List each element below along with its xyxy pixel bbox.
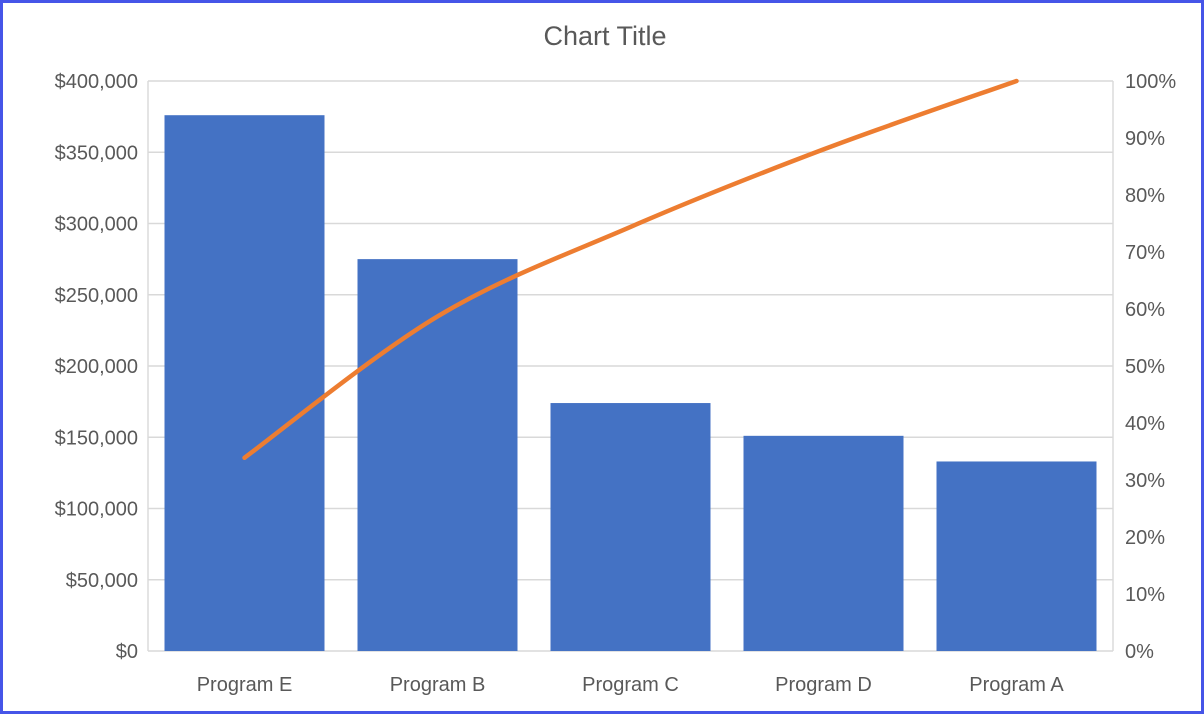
left-axis-tick-label: $250,000	[55, 285, 138, 307]
bar-program-d[interactable]	[743, 435, 904, 651]
category-label-program-c: Program C	[582, 674, 679, 696]
right-axis-labels: 0% 10% 20% 30% 40% 50% 60% 70% 80% 90% 100%	[1125, 71, 1176, 663]
category-label-program-b: Program B	[390, 674, 486, 696]
left-axis-tick-label: $150,000	[55, 427, 138, 449]
pareto-chart: $0 $50,000 $100,000 $150,000 $200,000 $250,00…	[55, 21, 1177, 696]
right-axis-tick-label: 60%	[1125, 299, 1165, 321]
right-axis-tick-label: 0%	[1125, 641, 1154, 663]
left-axis-tick-label: $300,000	[55, 214, 138, 236]
right-axis-tick-label: 10%	[1125, 584, 1165, 606]
category-label-program-d: Program D	[775, 674, 872, 696]
bar-program-e[interactable]	[164, 115, 325, 651]
left-axis-tick-label: $200,000	[55, 356, 138, 378]
left-axis-tick-label: $100,000	[55, 499, 138, 521]
chart-title[interactable]: Chart Title	[543, 21, 666, 51]
x-axis-labels: Program E Program B Program C Program D Prog…	[197, 674, 1065, 696]
cumulative-line-series	[242, 78, 1019, 461]
right-axis-tick-label: 50%	[1125, 356, 1165, 378]
left-axis-tick-label: $400,000	[55, 71, 138, 93]
bar-series	[164, 115, 1097, 651]
right-axis-tick-label: 80%	[1125, 185, 1165, 207]
right-axis-tick-label: 20%	[1125, 527, 1165, 549]
left-axis-tick-label: $350,000	[55, 142, 138, 164]
bar-program-b[interactable]	[357, 259, 518, 651]
right-axis-tick-label: 30%	[1125, 470, 1165, 492]
cumulative-line[interactable]	[242, 78, 1019, 461]
right-axis-tick-label: 100%	[1125, 71, 1176, 93]
right-axis-tick-label: 90%	[1125, 128, 1165, 150]
category-label-program-a: Program A	[969, 674, 1064, 696]
bar-program-c[interactable]	[550, 403, 711, 651]
category-label-program-e: Program E	[197, 674, 293, 696]
right-axis-tick-label: 70%	[1125, 242, 1165, 264]
left-axis-labels: $0 $50,000 $100,000 $150,000 $200,000 $250,00…	[55, 71, 138, 663]
bar-program-a[interactable]	[936, 461, 1097, 651]
left-axis-tick-label: $0	[116, 641, 138, 663]
right-axis-tick-label: 40%	[1125, 413, 1165, 435]
left-axis-tick-label: $50,000	[66, 570, 138, 592]
